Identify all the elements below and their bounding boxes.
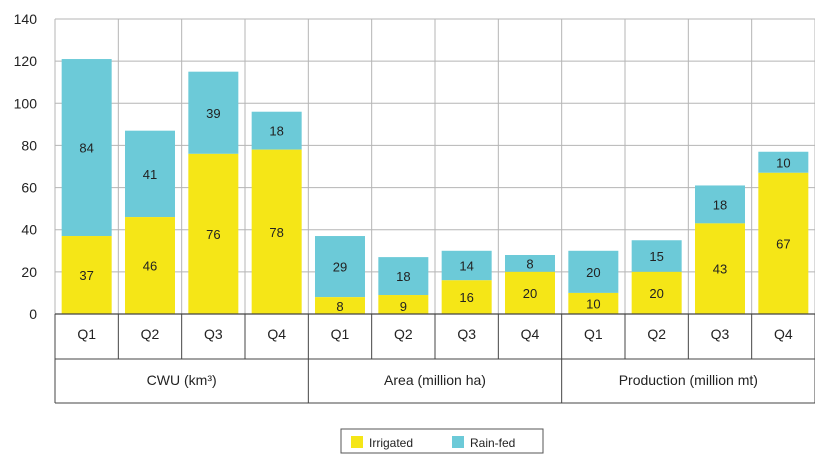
bar-irrigated: [188, 153, 239, 314]
x-tick-label: Q1: [77, 326, 96, 342]
data-label-irrigated: 20: [523, 286, 537, 301]
data-label-irrigated: 43: [713, 262, 727, 277]
bar-irrigated: [758, 172, 809, 314]
legend-label-rainfed: Rain-fed: [470, 436, 515, 450]
data-label-irrigated: 16: [459, 290, 473, 305]
x-tick-label: Q3: [457, 326, 476, 342]
data-label-rainfed: 8: [526, 256, 533, 271]
bar-irrigated: [378, 295, 429, 314]
bar-rainfed: [378, 257, 429, 296]
bar-rainfed: [441, 250, 492, 281]
x-tick-label: Q1: [584, 326, 603, 342]
data-label-irrigated: 10: [586, 296, 600, 311]
y-tick-label: 20: [21, 264, 37, 280]
data-label-rainfed: 18: [713, 197, 727, 212]
bar-rainfed: [61, 59, 112, 237]
bar-rainfed: [568, 250, 619, 293]
bar-rainfed: [631, 240, 682, 272]
x-tick-label: Q3: [204, 326, 223, 342]
data-label-rainfed: 39: [206, 106, 220, 121]
group-label: Production (million mt): [619, 372, 758, 388]
bar-irrigated: [441, 280, 492, 314]
bar-rainfed: [125, 130, 175, 218]
data-label-irrigated: 46: [143, 259, 157, 274]
legend-swatch-irrigated: [351, 436, 363, 448]
y-tick-label: 0: [29, 306, 37, 322]
bar-irrigated: [251, 149, 302, 314]
bar-rainfed: [505, 255, 555, 272]
data-label-irrigated: 76: [206, 227, 220, 242]
bar-rainfed: [758, 151, 809, 173]
bar-irrigated: [695, 223, 745, 314]
x-tick-label: Q2: [141, 326, 160, 342]
data-label-irrigated: 37: [79, 268, 93, 283]
legend-box: [340, 428, 544, 454]
bar-irrigated: [315, 297, 365, 314]
x-tick-label: Q4: [774, 326, 793, 342]
y-tick-label: 60: [21, 180, 37, 196]
data-label-rainfed: 41: [143, 167, 157, 182]
x-tick-label: Q4: [521, 326, 540, 342]
data-label-irrigated: 9: [400, 299, 407, 314]
data-label-rainfed: 84: [79, 141, 93, 156]
bar-rainfed: [695, 185, 745, 224]
y-tick-label: 100: [14, 95, 38, 111]
bar-irrigated: [568, 292, 619, 314]
x-tick-label: Q1: [331, 326, 350, 342]
group-label: CWU (km³): [147, 372, 217, 388]
group-label: Area (million ha): [384, 372, 486, 388]
data-label-irrigated: 20: [649, 286, 663, 301]
data-label-rainfed: 14: [459, 259, 473, 274]
y-tick-label: 80: [21, 137, 37, 153]
bar-rainfed: [251, 111, 302, 150]
data-label-irrigated: 67: [776, 236, 790, 251]
x-tick-label: Q4: [267, 326, 286, 342]
data-label-rainfed: 10: [776, 155, 790, 170]
x-tick-label: Q2: [394, 326, 413, 342]
legend-label-irrigated: Irrigated: [369, 436, 413, 450]
bar-irrigated: [631, 271, 682, 314]
y-tick-label: 120: [14, 53, 38, 69]
legend-swatch-rainfed: [452, 436, 464, 448]
y-tick-label: 40: [21, 222, 37, 238]
bar-irrigated: [125, 217, 175, 314]
data-label-rainfed: 20: [586, 265, 600, 280]
data-label-irrigated: 8: [336, 299, 343, 314]
data-label-rainfed: 29: [333, 260, 347, 275]
data-label-rainfed: 18: [269, 124, 283, 139]
bar-irrigated: [61, 236, 112, 314]
y-tick-label: 140: [14, 11, 38, 27]
x-tick-label: Q2: [647, 326, 666, 342]
data-label-rainfed: 15: [649, 249, 663, 264]
x-tick-label: Q3: [711, 326, 730, 342]
bar-rainfed: [315, 236, 365, 298]
data-label-rainfed: 18: [396, 269, 410, 284]
bar-irrigated: [505, 271, 555, 314]
bar-rainfed: [188, 71, 239, 154]
data-label-irrigated: 78: [269, 225, 283, 240]
